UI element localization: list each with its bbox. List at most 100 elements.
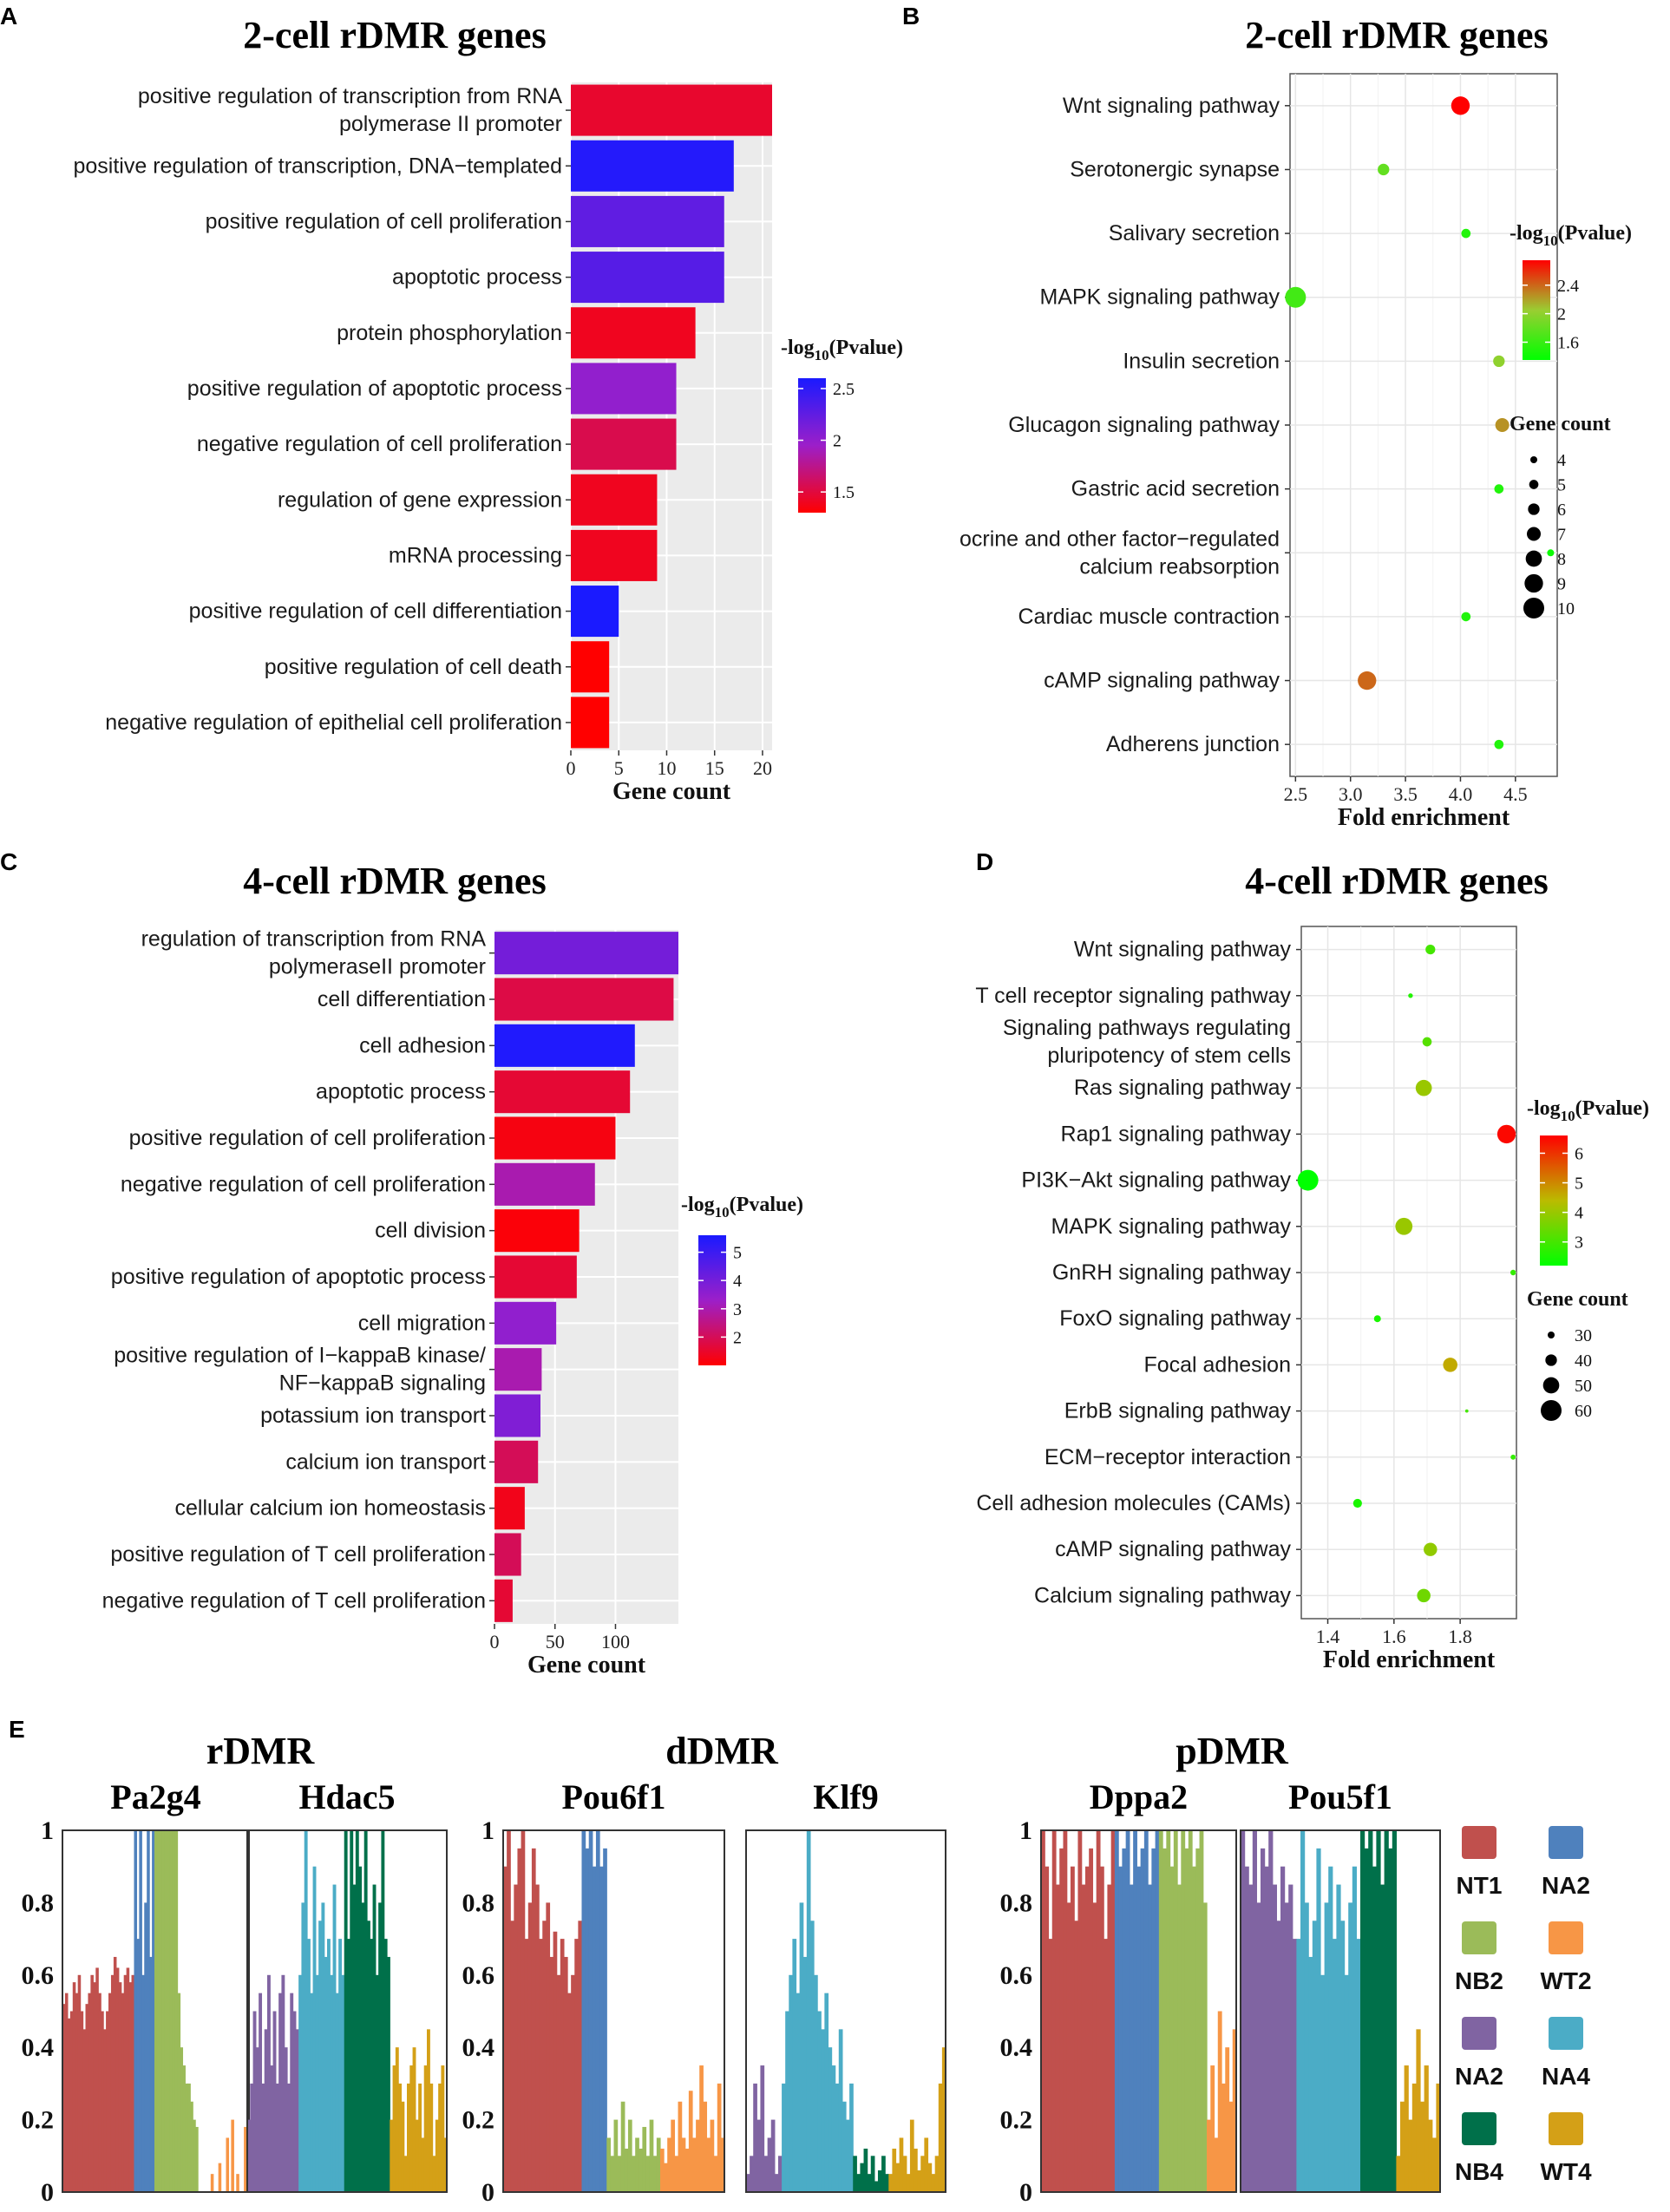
methylation-bar: [1118, 1866, 1123, 2192]
methylation-bar: [210, 2174, 214, 2192]
methylation-bar: [64, 1993, 69, 2192]
methylation-bar: [190, 2101, 193, 2192]
methylation-bar: [1264, 1866, 1269, 2192]
gene-title: Pou5f1: [1288, 1777, 1392, 1816]
methylation-bar: [67, 2018, 71, 2192]
size-legend-label: 4: [1557, 451, 1566, 470]
category-label: cell adhesion: [359, 1033, 486, 1057]
methylation-bar: [821, 2029, 825, 2192]
y-tick-label: 0.4: [462, 2033, 495, 2062]
legend-label: WT2: [1540, 1967, 1591, 1994]
size-legend-dot: [1548, 1332, 1555, 1338]
methylation-bar: [167, 1830, 171, 2192]
methylation-bar: [1077, 1830, 1083, 2192]
methylation-bar: [645, 2156, 651, 2192]
y-tick-label: 1: [41, 1816, 54, 1845]
data-point: [1395, 1217, 1413, 1235]
methylation-bar: [438, 2083, 442, 2192]
methylation-bar: [588, 1830, 593, 2192]
methylation-bar: [1051, 1830, 1057, 2192]
category-label: Signaling pathways regulating: [1003, 1016, 1291, 1040]
methylation-bar: [1368, 1830, 1373, 2192]
methylation-bar: [1332, 1939, 1337, 2192]
methylation-bar: [610, 2156, 615, 2192]
chart-title: 4-cell rDMR genes: [1245, 860, 1548, 902]
legend-tick-label: 6: [1575, 1144, 1583, 1163]
category-label: calcium reabsorption: [1079, 554, 1280, 579]
methylation-bar: [1392, 1830, 1397, 2192]
legend-tick-label: 2: [1557, 305, 1566, 324]
methylation-bar: [1070, 1866, 1075, 2192]
legend-swatch: [1462, 2112, 1496, 2145]
y-tick-label: 0.8: [22, 1888, 55, 1917]
methylation-bar: [1162, 1848, 1167, 2192]
data-point: [1464, 1409, 1469, 1413]
legend-tick-label: 3: [1575, 1234, 1583, 1253]
methylation-bar: [1396, 2156, 1401, 2192]
methylation-bar: [507, 1830, 511, 2192]
category-label: negative regulation of cell proliferatio…: [197, 432, 562, 456]
size-legend-dot: [1524, 573, 1543, 593]
x-axis-label: Fold enrichment: [1338, 804, 1510, 831]
methylation-bar: [1384, 1830, 1389, 2192]
methylation-bar: [1308, 1956, 1313, 2192]
methylation-bar: [710, 2119, 715, 2192]
methylation-bar: [1184, 1848, 1189, 2192]
methylation-bar: [774, 2174, 779, 2192]
size-legend-label: 7: [1557, 526, 1566, 545]
methylation-bar: [553, 1931, 558, 2192]
category-label: pluripotency of stem cells: [1047, 1044, 1291, 1068]
methylation-bar: [652, 2156, 658, 2192]
methylation-bar: [1133, 1830, 1137, 2192]
methylation-bar: [250, 2083, 254, 2192]
y-tick-label: 1: [481, 1816, 494, 1845]
category-label: positive regulation of transcription fro…: [138, 84, 562, 108]
dot-panel-D: D 4-cell rDMR genes 1.4 1.6 1.8 Wnt signaling…: [975, 848, 1649, 1673]
methylation-bar: [1081, 1884, 1086, 2192]
plot-background: [571, 82, 772, 750]
methylation-bar: [560, 1939, 565, 2192]
x-tick-label: 100: [601, 1631, 630, 1652]
methylation-bar: [275, 2083, 279, 2192]
methylation-bar: [1148, 1884, 1152, 2192]
plot-frame: [62, 1829, 250, 2193]
legend-label: NB4: [1455, 2158, 1503, 2185]
methylation-bar: [139, 1830, 142, 2192]
size-legend-dot: [1542, 1377, 1560, 1394]
data-point: [1358, 671, 1377, 690]
legend-title: -log10(Pvalue): [781, 337, 903, 363]
category-label: Rap1 signaling pathway: [1061, 1122, 1292, 1146]
size-legend-label: 60: [1575, 1402, 1592, 1421]
methylation-bar: [312, 1866, 317, 2192]
methylation-bar: [62, 2004, 66, 2192]
methylation-bar: [539, 1939, 543, 2192]
methylation-bar: [1181, 1830, 1186, 2192]
legend-tick-label: 1.5: [833, 483, 855, 502]
methylation-bar: [842, 2101, 847, 2192]
methylation-bar: [888, 2174, 893, 2192]
methylation-bar: [720, 2137, 725, 2192]
panel-label: B: [902, 3, 920, 29]
category-label: positive regulation of T cell proliferat…: [110, 1542, 486, 1567]
panel-label: E: [9, 1716, 25, 1743]
bar: [571, 697, 610, 749]
bar: [494, 1533, 521, 1576]
methylation-bar: [93, 1982, 96, 2192]
methylation-bar: [226, 2137, 230, 2192]
methylation-bar: [1348, 1902, 1353, 2192]
category-label: cell differentiation: [318, 987, 486, 1011]
data-point: [1352, 1498, 1362, 1508]
methylation-bar: [1207, 2119, 1211, 2192]
legend-tick-label: 4: [1575, 1204, 1583, 1223]
methylation-bar: [1059, 1848, 1064, 2192]
methylation-bar: [136, 1939, 140, 2192]
methylation-bar: [415, 2119, 419, 2192]
category-label: Focal adhesion: [1143, 1352, 1291, 1377]
methylation-bar: [696, 2119, 700, 2192]
methylation-bar: [684, 2148, 690, 2192]
methylation-bar: [318, 1921, 323, 2192]
data-point: [1408, 993, 1413, 998]
methylation-bar: [585, 1848, 590, 2192]
methylation-bar: [350, 1830, 354, 2192]
methylation-bar: [247, 2119, 251, 2192]
